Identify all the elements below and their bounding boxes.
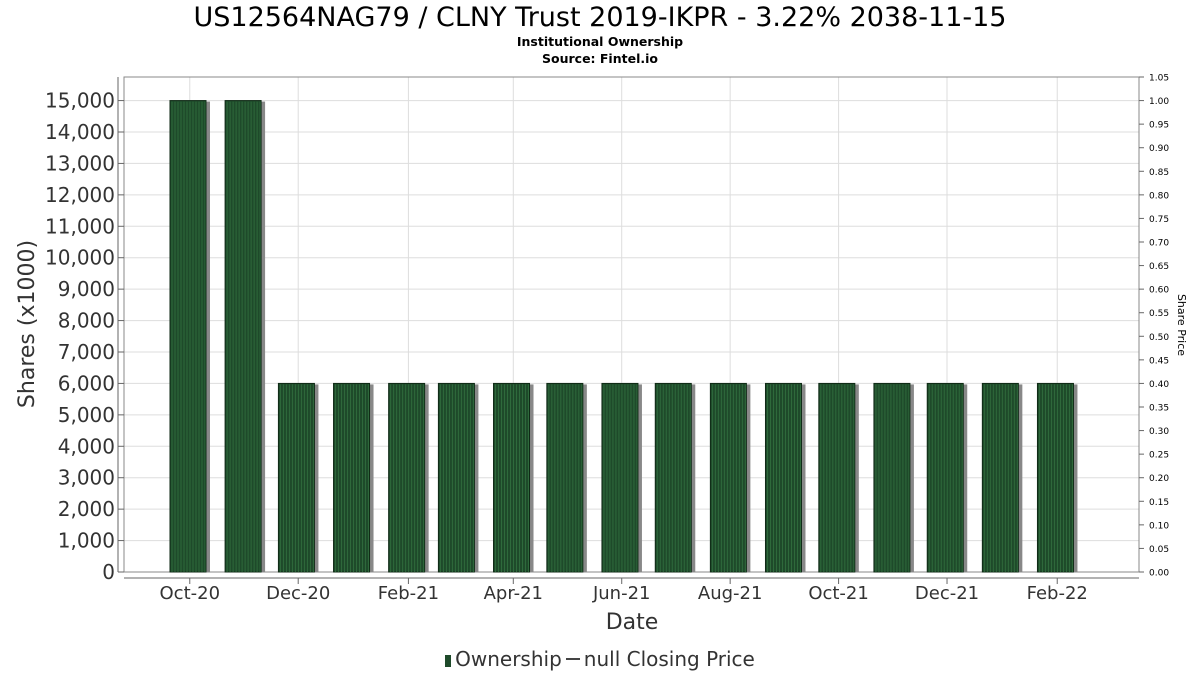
bar-body xyxy=(764,382,802,573)
x-tick-label: Apr-21 xyxy=(484,583,543,604)
chart-legend: Ownership null Closing Price xyxy=(0,647,1200,671)
ownership-bar xyxy=(333,382,374,573)
bar-body xyxy=(654,382,692,573)
y2-axis: 0.00 0.05 0.10 0.15 0.20 0.25 0.30 0.35 0.40 0.45… xyxy=(1139,74,1169,579)
y2-axis-label: Share Price xyxy=(1175,294,1188,356)
y2-tick-label: 0.65 xyxy=(1149,262,1169,272)
y2-tick-label: 0.75 xyxy=(1149,215,1169,225)
y2-tick-label: 0.15 xyxy=(1149,498,1169,508)
y2-tick-label: 0.45 xyxy=(1149,356,1169,366)
bar-body xyxy=(818,382,856,573)
ownership-bar xyxy=(493,382,534,573)
bar-body xyxy=(926,382,964,573)
y-tick-label: 15,000 xyxy=(45,89,115,113)
y2-tick-label: 0.05 xyxy=(1149,545,1169,555)
y2-tick-label: 0.25 xyxy=(1149,451,1169,461)
y-tick-label: 10,000 xyxy=(45,246,115,270)
y2-tick-label: 0.00 xyxy=(1149,569,1169,579)
x-tick-label: Dec-20 xyxy=(266,583,330,604)
x-axis: Oct-20 Dec-20 Feb-21 Apr-21 Jun-21 Aug-21 Oct-… xyxy=(124,577,1139,604)
ownership-bar xyxy=(546,382,587,573)
ownership-bar xyxy=(818,382,859,573)
price-legend-line xyxy=(565,658,580,660)
bar-body xyxy=(546,382,584,573)
y-tick-label: 14,000 xyxy=(45,120,115,144)
legend-price-label: null Closing Price xyxy=(583,647,755,671)
bar-body xyxy=(224,100,262,573)
y2-tick-label: 0.35 xyxy=(1149,404,1169,414)
y2-tick-label: 0.50 xyxy=(1149,333,1169,343)
y-tick-label: 5,000 xyxy=(58,403,115,427)
y-tick-label: 3,000 xyxy=(58,466,115,490)
y-tick-label: 7,000 xyxy=(58,340,115,364)
bar-body xyxy=(1036,382,1074,573)
y2-tick-label: 0.30 xyxy=(1149,427,1169,437)
bar-body xyxy=(709,382,747,573)
x-tick-label: Dec-21 xyxy=(915,583,979,604)
y-tick-label: 13,000 xyxy=(45,151,115,175)
ownership-bar xyxy=(709,382,751,573)
bar-body xyxy=(601,382,639,573)
bar-body xyxy=(333,382,371,573)
x-tick-label: Feb-21 xyxy=(378,583,439,604)
x-tick-label: Oct-20 xyxy=(160,583,221,604)
y-tick-label: 4,000 xyxy=(58,434,115,458)
y2-tick-label: 0.20 xyxy=(1149,474,1169,484)
bar-body xyxy=(277,382,315,573)
y-axis: 0 1,000 2,000 3,000 4,000 5,000 6,000 7,000 8,00… xyxy=(45,77,124,584)
bar-body xyxy=(873,382,911,573)
chart-subtitle: Institutional Ownership xyxy=(516,34,684,49)
y-tick-label: 1,000 xyxy=(58,529,115,553)
y-tick-label: 11,000 xyxy=(45,214,115,238)
y-tick-label: 8,000 xyxy=(58,309,115,333)
ownership-bar xyxy=(601,382,642,573)
y2-tick-label: 0.95 xyxy=(1149,121,1169,131)
ownership-bar xyxy=(926,382,968,573)
y2-tick-label: 0.10 xyxy=(1149,521,1169,531)
bar-body xyxy=(437,382,475,573)
y2-tick-label: 0.80 xyxy=(1149,191,1169,201)
y2-tick-label: 0.55 xyxy=(1149,309,1169,319)
bar-series xyxy=(169,100,1078,573)
y-tick-label: 2,000 xyxy=(58,497,115,521)
bar-body xyxy=(493,382,531,573)
x-tick-label: Oct-21 xyxy=(808,583,869,604)
bar-body xyxy=(981,382,1019,573)
y2-tick-label: 0.70 xyxy=(1149,239,1169,249)
y-tick-label: 9,000 xyxy=(58,277,115,301)
bar-body xyxy=(388,382,426,573)
y2-tick-label: 1.05 xyxy=(1149,74,1169,84)
ownership-bar xyxy=(764,382,806,573)
ownership-bar xyxy=(981,382,1023,573)
ownership-legend-swatch xyxy=(445,655,452,667)
y-tick-label: 6,000 xyxy=(58,371,115,395)
y-tick-label: 0 xyxy=(102,560,115,584)
y-tick-label: 12,000 xyxy=(45,183,115,207)
ownership-bar xyxy=(873,382,914,573)
ownership-bar xyxy=(224,100,266,573)
y2-tick-label: 1.00 xyxy=(1149,97,1169,107)
ownership-bar xyxy=(654,382,696,573)
chart-title: US12564NAG79 / CLNY Trust 2019-IKPR - 3.… xyxy=(193,2,1007,33)
legend-ownership-label: Ownership xyxy=(455,647,562,671)
y2-tick-label: 0.60 xyxy=(1149,286,1169,296)
ownership-bar xyxy=(437,382,479,573)
bar-body xyxy=(169,100,207,573)
x-tick-label: Feb-22 xyxy=(1027,583,1088,604)
y2-tick-label: 0.40 xyxy=(1149,380,1169,390)
chart-source: Source: Fintel.io xyxy=(542,51,658,66)
ownership-bar xyxy=(169,100,210,573)
y-axis-label: Shares (x1000) xyxy=(15,240,40,408)
ownership-bar xyxy=(277,382,319,573)
ownership-bar xyxy=(388,382,429,573)
x-tick-label: Jun-21 xyxy=(592,583,651,604)
y2-tick-label: 0.85 xyxy=(1149,168,1169,178)
ownership-bar xyxy=(1036,382,1078,573)
y2-tick-label: 0.90 xyxy=(1149,144,1169,154)
x-axis-label: Date xyxy=(606,610,659,635)
x-tick-label: Aug-21 xyxy=(698,583,763,604)
